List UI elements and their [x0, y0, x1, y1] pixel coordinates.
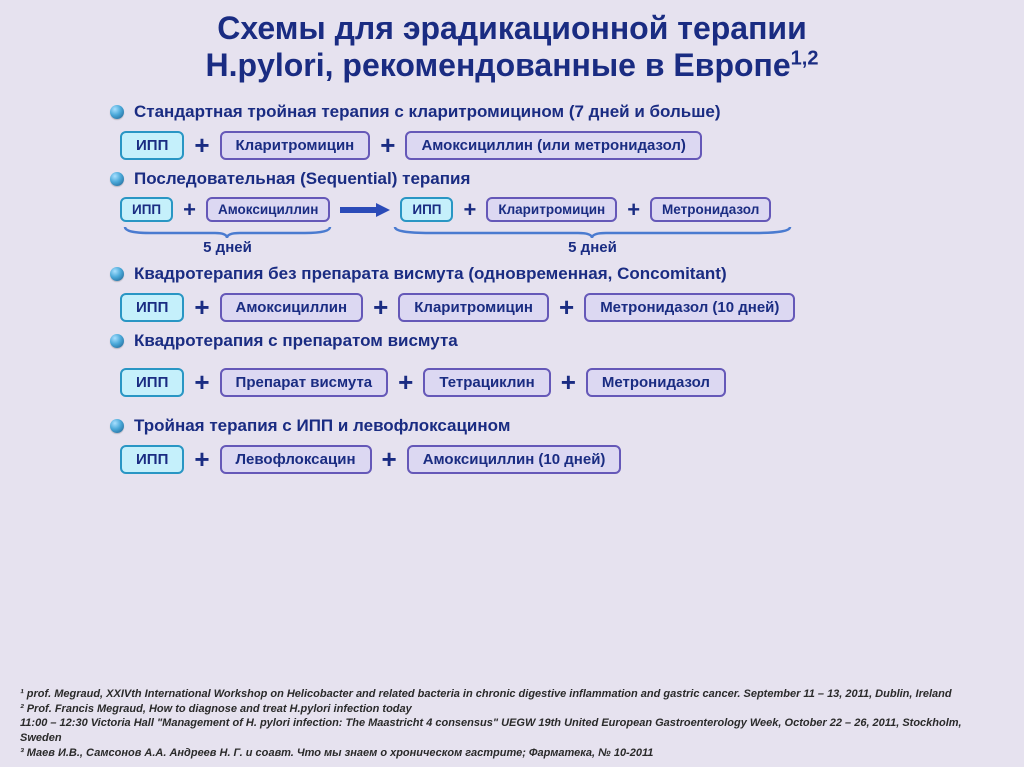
- section-title: Стандартная тройная терапия с кларитроми…: [134, 102, 721, 122]
- pill-amoxicillin-10d: Амоксициллин (10 дней): [407, 445, 622, 474]
- pill-amoxicillin: Амоксициллин: [206, 197, 330, 222]
- pill-ipp: ИПП: [120, 445, 184, 474]
- plus-icon: +: [557, 367, 580, 398]
- pill-metronidazole: Метронидазол: [650, 197, 771, 222]
- bullet-icon: [110, 334, 124, 348]
- pill-metronidazole-10d: Метронидазол (10 дней): [584, 293, 795, 322]
- footnotes: ¹ prof. Megraud, XXIVth International Wo…: [20, 687, 1004, 761]
- plus-icon: +: [369, 292, 392, 323]
- brace-5days-a: 5 дней: [120, 225, 335, 256]
- footnote-3: 11:00 – 12:30 Victoria Hall "Management …: [20, 716, 1004, 746]
- bullet-icon: [110, 419, 124, 433]
- plus-icon: +: [459, 197, 480, 223]
- plus-icon: +: [376, 130, 399, 161]
- plus-icon: +: [190, 292, 213, 323]
- footnote-2: ² Prof. Francis Megraud, How to diagnose…: [20, 702, 1004, 717]
- pill-ipp: ИПП: [400, 197, 453, 222]
- section-title: Тройная терапия с ИПП и левофлоксацином: [134, 416, 510, 436]
- plus-icon: +: [190, 444, 213, 475]
- section-title: Последовательная (Sequential) терапия: [134, 169, 470, 189]
- footnote-1: ¹ prof. Megraud, XXIVth International Wo…: [20, 687, 1004, 702]
- title-line1: Схемы для эрадикационной терапии: [217, 10, 807, 46]
- section-sequential: Последовательная (Sequential) терапия ИП…: [20, 169, 1004, 256]
- section-bismuth-quad: Квадротерапия с препаратом висмута ИПП +…: [20, 331, 1004, 398]
- pill-clarithromycin: Кларитромицин: [486, 197, 617, 222]
- plus-icon: +: [378, 444, 401, 475]
- pill-ipp: ИПП: [120, 368, 184, 397]
- section-concomitant-quad: Квадротерапия без препарата висмута (одн…: [20, 264, 1004, 323]
- pill-amoxicillin-or-metronidazole: Амоксициллин (или метронидазол): [405, 131, 702, 160]
- pill-clarithromycin: Кларитромицин: [398, 293, 549, 322]
- section-standard-triple: Стандартная тройная терапия с кларитроми…: [20, 102, 1004, 161]
- title-superscript: 1,2: [791, 47, 819, 69]
- plus-icon: +: [394, 367, 417, 398]
- plus-icon: +: [179, 197, 200, 223]
- title-line2: H.pylori, рекомендованные в Европе: [206, 47, 791, 83]
- pill-amoxicillin: Амоксициллин: [220, 293, 364, 322]
- plus-icon: +: [555, 292, 578, 323]
- brace-5days-b: 5 дней: [390, 225, 795, 256]
- arrow-icon: [340, 203, 390, 217]
- pill-metronidazole: Метронидазол: [586, 368, 726, 397]
- bullet-icon: [110, 105, 124, 119]
- pill-ipp: ИПП: [120, 131, 184, 160]
- plus-icon: +: [190, 367, 213, 398]
- pill-tetracycline: Тетрациклин: [423, 368, 550, 397]
- section-levofloxacin-triple: Тройная терапия с ИПП и левофлоксацином …: [20, 416, 1004, 475]
- footnote-4: ³ Маев И.В., Самсонов А.А. Андреев Н. Г.…: [20, 746, 1004, 761]
- plus-icon: +: [623, 197, 644, 223]
- slide-title: Схемы для эрадикационной терапии H.pylor…: [20, 10, 1004, 84]
- plus-icon: +: [190, 130, 213, 161]
- bullet-icon: [110, 267, 124, 281]
- pill-bismuth: Препарат висмута: [220, 368, 389, 397]
- pill-clarithromycin: Кларитромицин: [220, 131, 371, 160]
- pill-ipp: ИПП: [120, 293, 184, 322]
- pill-levofloxacin: Левофлоксацин: [220, 445, 372, 474]
- pill-ipp: ИПП: [120, 197, 173, 222]
- section-title: Квадротерапия без препарата висмута (одн…: [134, 264, 727, 284]
- bullet-icon: [110, 172, 124, 186]
- section-title: Квадротерапия с препаратом висмута: [134, 331, 458, 351]
